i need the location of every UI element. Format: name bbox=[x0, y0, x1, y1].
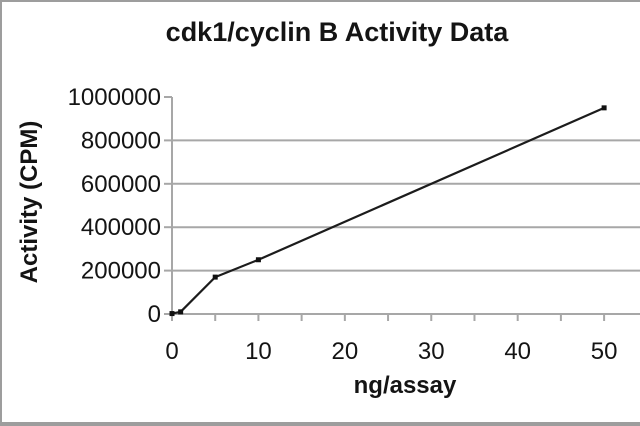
y-tick-label: 0 bbox=[148, 301, 161, 328]
data-point-marker bbox=[169, 311, 175, 317]
y-tick-label: 1000000 bbox=[68, 84, 161, 111]
data-point-marker bbox=[212, 274, 218, 280]
data-line bbox=[171, 106, 605, 315]
data-point-marker bbox=[601, 105, 607, 111]
x-tick-label: 40 bbox=[504, 338, 531, 365]
y-tick-label: 400000 bbox=[81, 214, 161, 241]
data-point-marker bbox=[178, 309, 184, 315]
x-tick-label: 50 bbox=[591, 338, 618, 365]
chart-title: cdk1/cyclin B Activity Data bbox=[165, 17, 509, 47]
x-tick-label: 10 bbox=[245, 338, 272, 365]
y-tick-label: 800000 bbox=[81, 127, 161, 154]
x-tick-label: 20 bbox=[331, 338, 358, 365]
y-tick-label: 600000 bbox=[81, 171, 161, 198]
x-tick-label: 0 bbox=[165, 338, 178, 365]
x-tick-label: 30 bbox=[418, 338, 445, 365]
x-axis-title: ng/assay bbox=[353, 372, 457, 399]
data-point-marker bbox=[255, 257, 261, 263]
y-tick-label: 200000 bbox=[81, 258, 161, 285]
